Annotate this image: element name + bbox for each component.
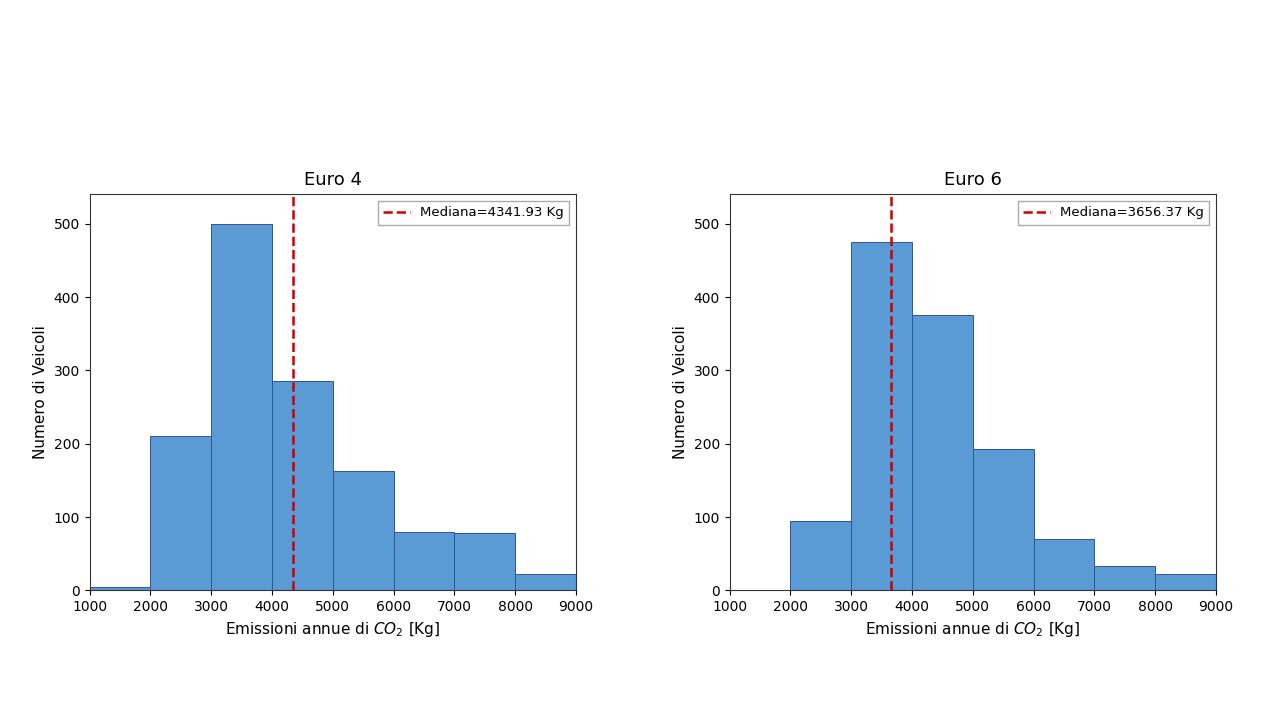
Bar [911,315,973,590]
Bar [151,436,211,590]
Bar [211,224,273,590]
Legend: Mediana=4341.93 Kg: Mediana=4341.93 Kg [378,201,570,225]
Title: Euro 6: Euro 6 [943,171,1002,189]
Bar [1034,539,1094,590]
Mediana=3656.37 Kg [883,585,899,594]
Bar [973,449,1034,590]
Bar [454,534,516,590]
Bar [273,382,333,590]
X-axis label: Emissioni annue di $CO_2$ [Kg]: Emissioni annue di $CO_2$ [Kg] [225,620,440,639]
Bar [516,575,576,590]
Bar [1094,566,1156,590]
X-axis label: Emissioni annue di $CO_2$ [Kg]: Emissioni annue di $CO_2$ [Kg] [865,620,1080,639]
Bar [1156,575,1216,590]
Bar [394,532,454,590]
Mediana=4341.93 Kg [285,585,301,594]
Bar [791,521,851,590]
Bar [333,471,394,590]
Mediana=4341.93 Kg [285,586,301,595]
Bar [851,242,911,590]
Legend: Mediana=3656.37 Kg: Mediana=3656.37 Kg [1018,201,1210,225]
Y-axis label: Numero di Veicoli: Numero di Veicoli [33,325,47,459]
Bar [90,587,151,590]
Title: Euro 4: Euro 4 [303,171,362,189]
Mediana=3656.37 Kg [883,586,899,595]
Y-axis label: Numero di Veicoli: Numero di Veicoli [673,325,687,459]
